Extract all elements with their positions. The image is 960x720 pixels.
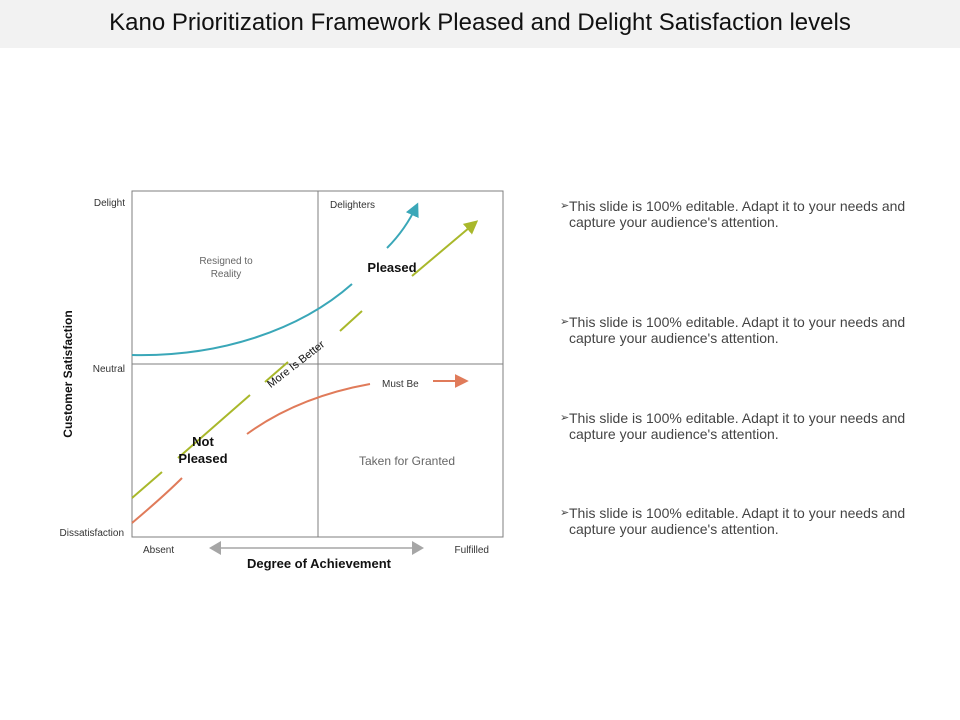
delighters-label: Delighters [330, 200, 375, 211]
x-axis-title: Degree of Achievement [247, 556, 392, 571]
arrow-bullet-icon: ➢ [560, 412, 570, 424]
y-bottom-label: Dissatisfaction [60, 528, 124, 539]
arrow-bullet-icon: ➢ [560, 316, 570, 328]
bullet-item-3: ➢ This slide is 100% editable. Adapt it … [560, 410, 920, 442]
arrow-bullet-icon: ➢ [560, 200, 570, 212]
must-be-curve [131, 383, 371, 524]
x-left-label: Absent [143, 545, 174, 556]
delighter-curve [131, 205, 417, 357]
bullet-text: This slide is 100% editable. Adapt it to… [569, 198, 906, 230]
more-is-better-line [131, 222, 476, 499]
y-middle-label: Neutral [93, 364, 125, 375]
bullet-text: This slide is 100% editable. Adapt it to… [569, 410, 906, 442]
x-right-label: Fulfilled [455, 545, 489, 556]
bullet-text: This slide is 100% editable. Adapt it to… [569, 314, 906, 346]
title-bar [0, 0, 960, 48]
y-top-label: Delight [94, 198, 125, 209]
x-axis-arrow [209, 541, 424, 555]
pleased-label: Pleased [367, 260, 416, 275]
taken-for-granted-label: Taken for Granted [359, 454, 455, 468]
y-axis-title: Customer Satisfaction [61, 310, 75, 437]
top-left-quadrant-label: Resigned to Reality [199, 256, 253, 280]
bullet-item-4: ➢ This slide is 100% editable. Adapt it … [560, 505, 920, 537]
must-be-label: Must Be [382, 379, 419, 390]
arrow-bullet-icon: ➢ [560, 507, 570, 519]
bullet-text: This slide is 100% editable. Adapt it to… [569, 505, 906, 537]
bullet-item-2: ➢ This slide is 100% editable. Adapt it … [560, 314, 920, 346]
not-pleased-label: Not Pleased [178, 434, 227, 466]
bullet-item-1: ➢ This slide is 100% editable. Adapt it … [560, 198, 920, 230]
slide-title: Kano Prioritization Framework Pleased an… [109, 9, 851, 36]
